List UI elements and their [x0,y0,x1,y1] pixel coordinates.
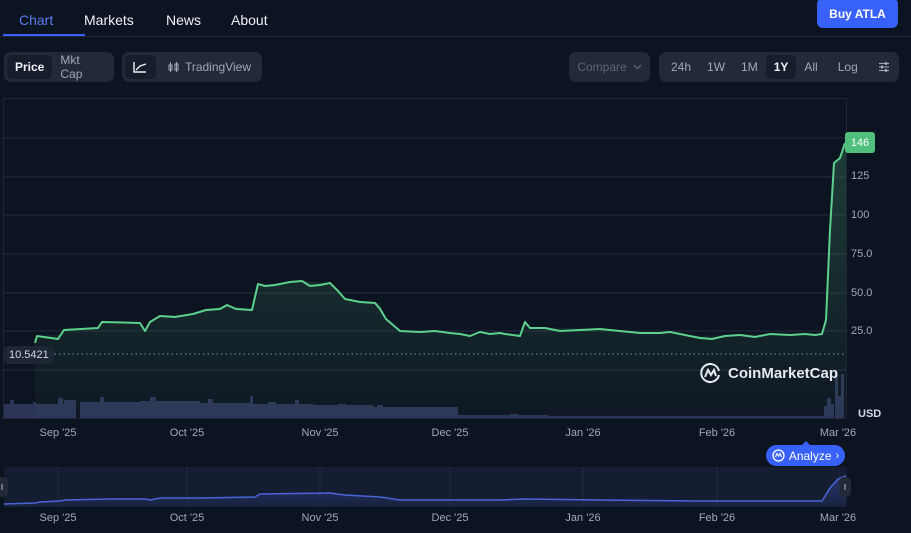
sliders-icon [878,62,889,72]
y-tick: 100 [851,209,870,221]
x-tick: Sep '25 [39,427,77,439]
analyze-button[interactable]: Analyze › [766,441,845,466]
navigator-x-tick: Feb '26 [698,512,736,524]
top-nav: Chart Markets News About [0,0,911,37]
buy-button[interactable]: Buy ATLA [817,0,898,28]
x-tick: Feb '26 [698,427,736,439]
mkt-cap-toggle[interactable]: Mkt Cap [60,53,83,81]
x-tick: Nov '25 [301,427,339,439]
y-tick: 50.0 [851,287,873,299]
tab-news[interactable]: News [166,12,202,28]
start-price-badge: 10.5421 [4,346,54,364]
metric-toggle: Price Mkt Cap [4,52,114,82]
analyze-label: Analyze [788,448,832,463]
candlestick-icon [168,62,179,72]
tradingview-button[interactable]: TradingView [156,55,259,79]
line-chart-icon [133,62,147,73]
range-1w[interactable]: 1W [707,60,726,74]
x-tick: Dec '25 [431,427,469,439]
ai-chat-icon [772,449,785,462]
range-toolbar: 24h 1W 1M 1Y All Log [659,52,899,82]
navigator-x-tick: Mar '26 [819,512,857,524]
chart-type-toggle: TradingView [122,52,262,82]
y-tick: 75.0 [851,248,873,260]
price-line [34,142,846,344]
navigator-left-handle[interactable]: ‖ [0,477,8,497]
coinmarketcap-logo-icon [700,363,720,383]
x-tick: Jan '26 [565,427,601,439]
range-24h[interactable]: 24h [671,60,692,74]
navigator-x-tick: Oct '25 [169,512,205,524]
range-all[interactable]: All [804,60,818,74]
tradingview-label: TradingView [184,60,251,74]
range-1y[interactable]: 1Y [765,55,797,79]
active-tab-indicator [3,34,85,36]
x-tick: Oct '25 [169,427,205,439]
currency-label: USD [858,408,882,420]
navigator-x-tick: Jan '26 [565,512,601,524]
y-tick: 25.0 [851,325,873,337]
price-area [35,143,846,418]
chevron-down-icon [633,64,642,70]
tab-markets[interactable]: Markets [84,12,134,28]
range-1m[interactable]: 1M [741,60,758,74]
watermark-text: CoinMarketCap [728,364,839,382]
tab-about[interactable]: About [231,12,268,28]
navigator-x-tick: Dec '25 [431,512,469,524]
x-tick: Mar '26 [819,427,857,439]
line-chart-button[interactable] [125,55,156,79]
navigator-right-handle[interactable]: ‖ [839,477,851,497]
navigator-x-tick: Sep '25 [39,512,77,524]
tab-chart[interactable]: Chart [19,12,54,28]
navigator-x-tick: Nov '25 [301,512,339,524]
chevron-right-icon: › [835,449,840,462]
current-price-badge: 146 [845,132,875,153]
compare-dropdown[interactable]: Compare [569,52,650,82]
log-toggle[interactable]: Log [837,60,858,74]
coinmarketcap-watermark: CoinMarketCap [700,362,838,384]
compare-label: Compare [577,60,627,74]
settings-button[interactable] [870,55,898,79]
price-toggle[interactable]: Price [7,55,53,79]
y-tick: 125 [851,170,870,182]
